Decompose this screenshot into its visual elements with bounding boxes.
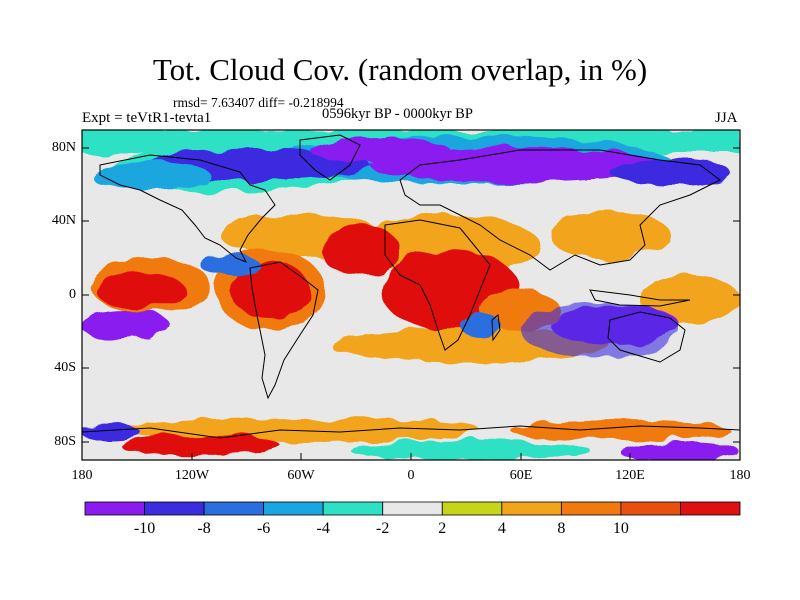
field-layer: [82, 130, 740, 460]
field-patch: [610, 158, 730, 186]
colorbar-label: -2: [376, 520, 390, 537]
field-patch: [82, 424, 140, 440]
colorbar-label: 4: [497, 520, 506, 537]
coastlines: [82, 134, 740, 439]
colorbar-label: -8: [197, 520, 211, 537]
lon-tick-label: 120E: [615, 468, 645, 483]
colorbar-swatch: [560, 501, 622, 516]
colorbar-swatch: [144, 501, 205, 516]
field-patch: [200, 255, 260, 275]
field-patch: [82, 310, 170, 340]
colorbar: [84, 501, 741, 516]
lon-tick-label: 180: [729, 468, 751, 483]
colorbar-label: -6: [256, 520, 271, 537]
lat-tick-label: 80S: [54, 434, 76, 449]
field-patch: [90, 161, 210, 189]
field-patch: [320, 225, 400, 275]
map-title: Tot. Cloud Cov. (random overlap, in %): [152, 52, 648, 87]
field-patch: [370, 147, 670, 183]
colorbar-label: -10: [133, 520, 156, 537]
colorbar-label: 8: [557, 520, 566, 537]
field-patch: [95, 272, 185, 308]
colorbar-swatch: [322, 501, 384, 516]
colorbar-swatch: [84, 501, 145, 516]
colorbar-swatch: [263, 501, 324, 516]
lat-tick-label: 0: [69, 287, 76, 302]
coastline-madagascar: [491, 314, 501, 342]
axis-ticks: [81, 147, 741, 460]
lon-tick-label: 60W: [287, 468, 315, 483]
field-patch: [120, 435, 280, 455]
field-patch: [520, 302, 680, 358]
lon-tick-label: 0: [407, 468, 415, 483]
coastline-australia: [607, 311, 686, 363]
coastline-africa: [384, 219, 491, 351]
lat-tick-label: 80N: [51, 140, 76, 155]
lat-tick-label: 40N: [51, 213, 76, 228]
field-patch: [550, 210, 670, 260]
experiment-label: Expt = teVtR1-tevta1: [82, 110, 212, 126]
field-patch: [510, 420, 730, 440]
coastline-south-america: [249, 261, 319, 400]
coastline-greenland: [299, 134, 361, 181]
colorbar-swatch: [501, 501, 562, 516]
colorbar-swatch: [203, 501, 265, 516]
field-patch: [460, 313, 500, 337]
coastline-indonesia: [589, 289, 691, 307]
colorbar-swatch: [680, 501, 741, 516]
field-patch: [620, 442, 740, 460]
coastline-eurasia: [399, 149, 721, 271]
colorbar-swatch: [441, 501, 503, 516]
lat-tick-label: 40S: [54, 360, 76, 375]
lon-tick-label: 60E: [509, 468, 533, 483]
colorbar-swatch: [620, 501, 681, 516]
field-patch: [350, 440, 590, 460]
field-patch: [310, 138, 450, 162]
colorbar-swatch: [382, 501, 443, 516]
season-label: JJA: [715, 110, 738, 126]
coastline-north-america: [99, 154, 276, 263]
colorbar-label: 10: [612, 520, 629, 537]
colorbar-label: 2: [438, 520, 447, 537]
lon-tick-label: 120W: [174, 468, 210, 483]
lon-tick-label: 180: [71, 468, 93, 483]
field-patch: [230, 262, 310, 318]
colorbar-label: -4: [316, 520, 330, 537]
coastline-antarctica: [82, 425, 740, 439]
stats-readout: rmsd= 7.63407 diff= -0.218994: [173, 95, 344, 110]
period-label: 0596kyr BP - 0000kyr BP: [322, 106, 473, 122]
